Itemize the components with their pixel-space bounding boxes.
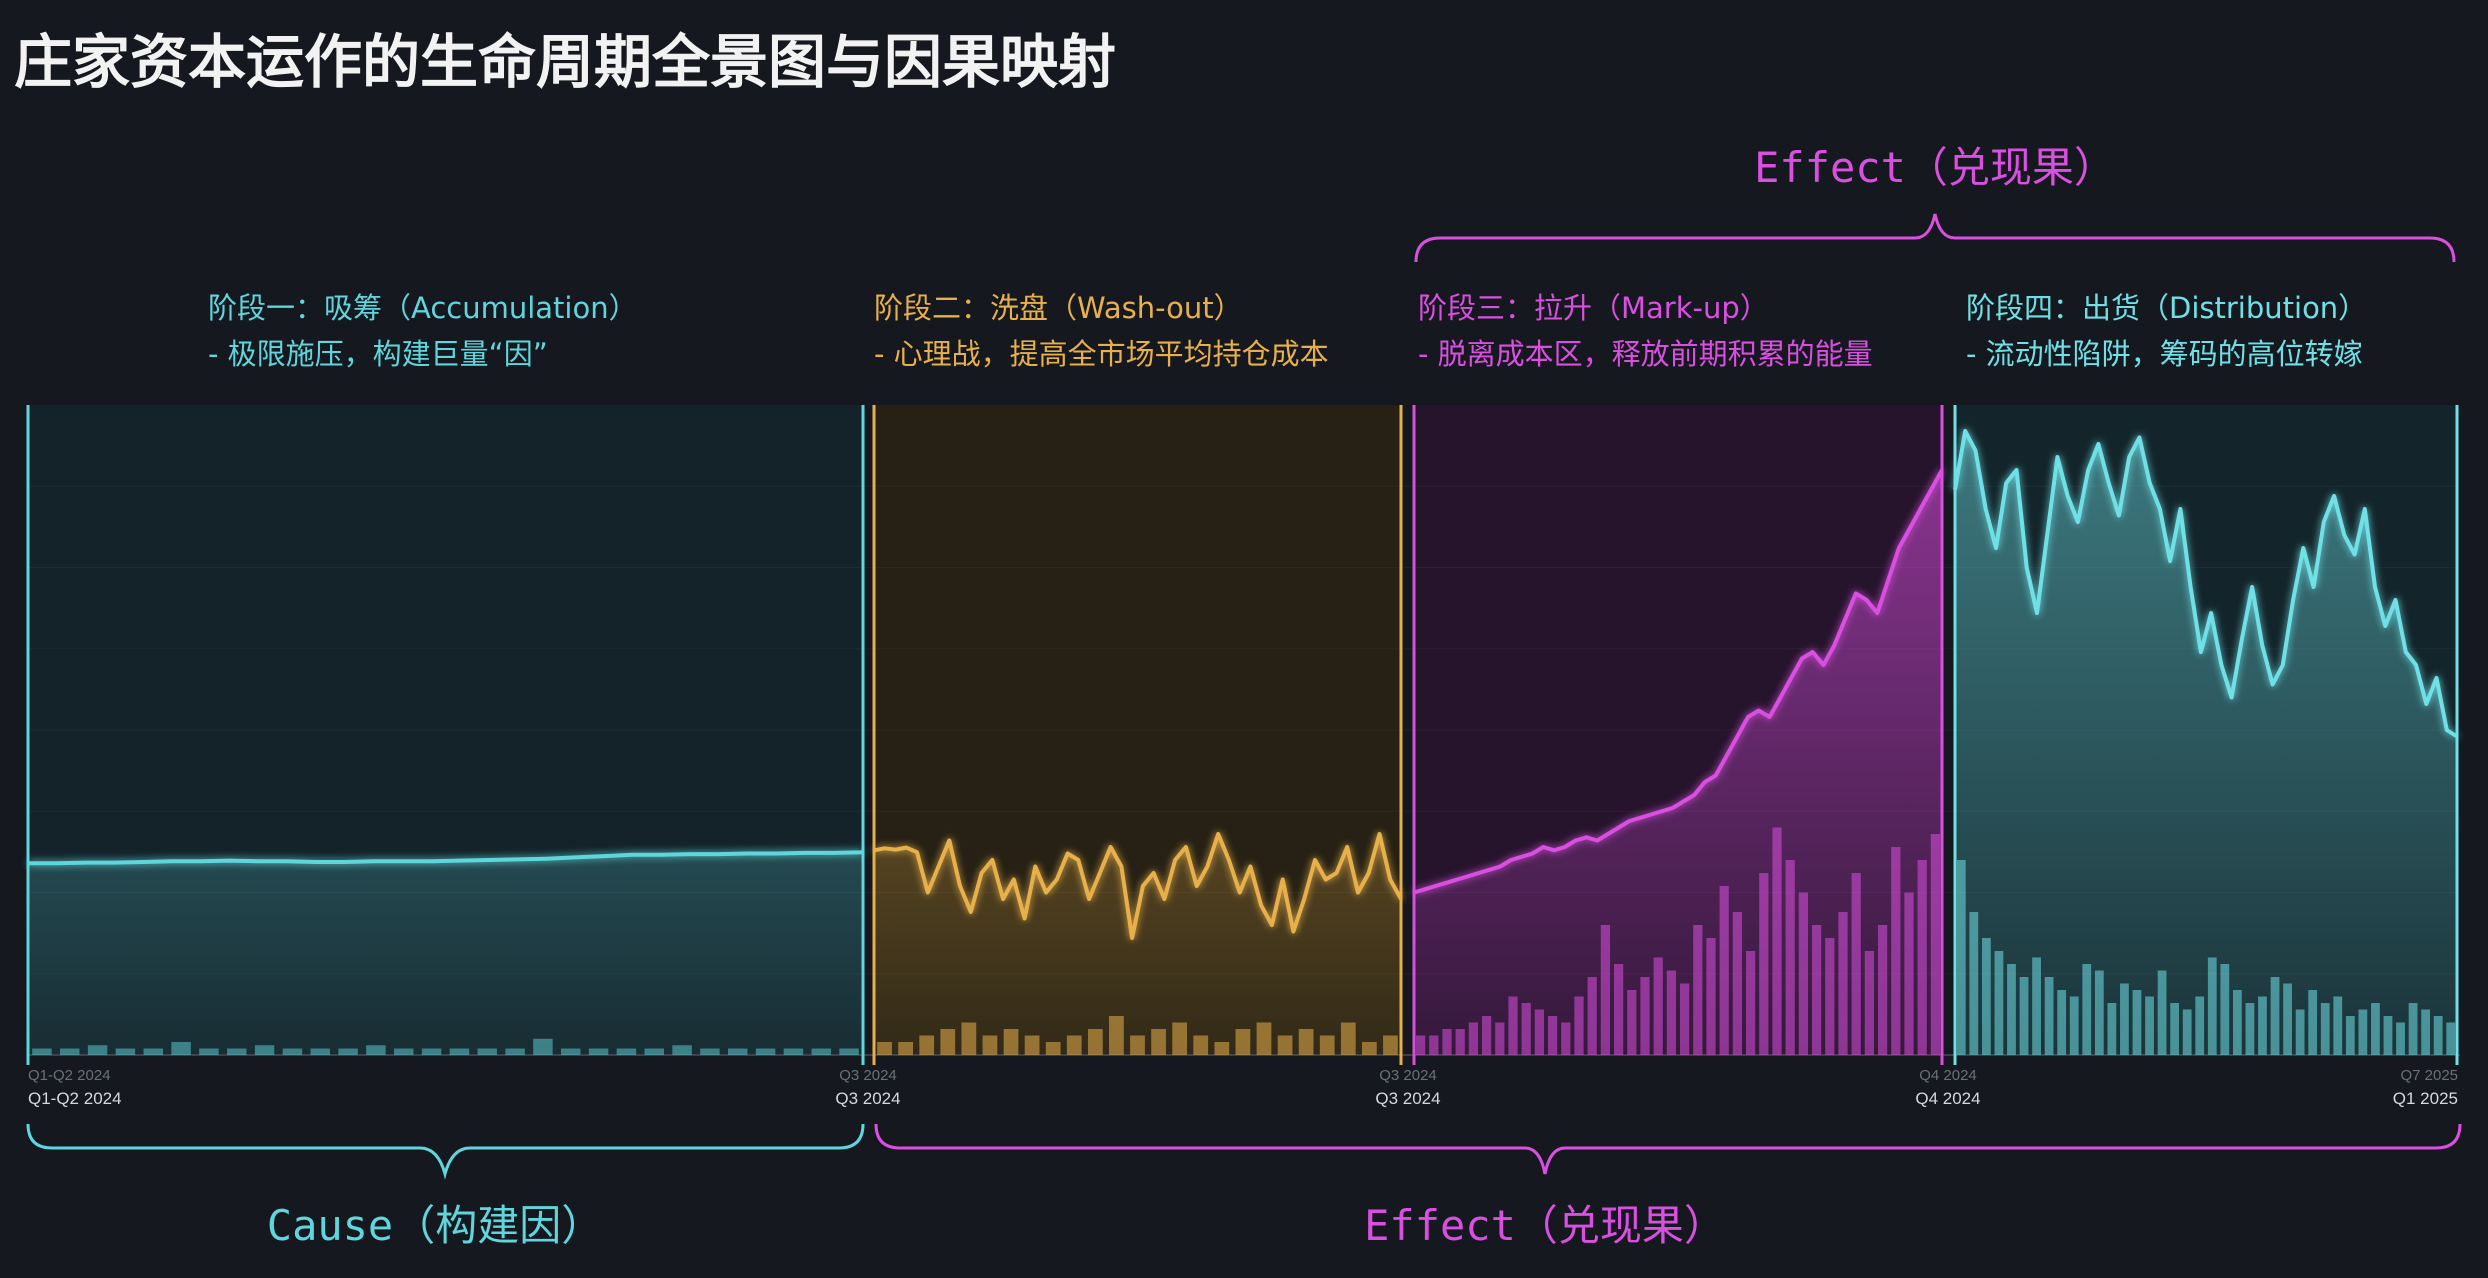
price-line-phase-1 (28, 850, 864, 866)
price-area-phase-1 (28, 852, 863, 1055)
price-area-phase-2 (874, 834, 1401, 1055)
effect-bottom-label: Effect（兑现果） (1364, 1201, 1726, 1250)
tick-4: Q1 2025 (2393, 1089, 2458, 1108)
tick-faint-3: Q4 2024 (1919, 1067, 1977, 1084)
phase2-desc: - 心理战，提高全市场平均持仓成本 (874, 337, 1329, 371)
price-area-phase-3 (1414, 470, 1942, 1055)
price-line-phase-2 (873, 832, 1403, 940)
phase4-title: 阶段四：出货（Distribution） (1966, 291, 2367, 325)
tick-0: Q1-Q2 2024 (28, 1089, 122, 1108)
cause-label: Cause（构建因） (267, 1201, 603, 1250)
effect-top-label: Effect（兑现果） (1754, 143, 2116, 192)
tick-faint-1: Q3 2024 (839, 1067, 897, 1084)
cause-brace (26, 1123, 865, 1180)
price-line-phase-4 (1953, 429, 2459, 739)
page-title: 庄家资本运作的生命周期全景图与因果映射 (14, 28, 1116, 96)
phase3-desc: - 脱离成本区，释放前期积累的能量 (1418, 337, 1873, 371)
phase4-desc: - 流动性陷阱，筹码的高位转嫁 (1966, 337, 2363, 371)
tick-2: Q3 2024 (1375, 1089, 1440, 1108)
price-lines (28, 429, 2459, 1055)
effect-bottom-brace (874, 1123, 2462, 1175)
tick-1: Q3 2024 (835, 1089, 900, 1108)
price-line-phase-3 (1413, 469, 1944, 895)
price-area-phase-4 (1955, 431, 2457, 1055)
tick-faint-2: Q3 2024 (1379, 1067, 1437, 1084)
tick-faint-0: Q1-Q2 2024 (28, 1067, 111, 1084)
phase1-title: 阶段一：吸筹（Accumulation） (208, 291, 638, 325)
phase1-desc: - 极限施压，构建巨量“因” (208, 337, 548, 371)
effect-top-brace (1414, 213, 2456, 263)
phase3-title: 阶段三：拉升（Mark-up） (1418, 291, 1769, 325)
phase2-title: 阶段二：洗盘（Wash-out） (874, 291, 1243, 325)
tick-faint-4: Q7 2025 (2400, 1067, 2458, 1084)
tick-3: Q4 2024 (1915, 1089, 1980, 1108)
phase-dividers (26, 405, 2459, 1065)
